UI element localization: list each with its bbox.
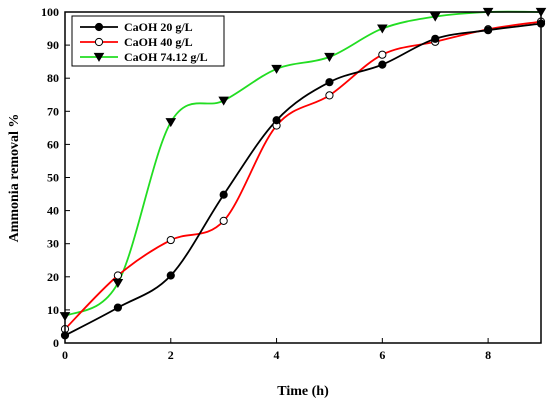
data-point-series-3 [377,24,388,34]
y-tick-label: 60 [47,137,59,151]
series-line-1 [64,22,542,337]
x-tick-label: 6 [379,348,385,362]
y-tick-label: 50 [47,171,59,185]
series-line-2 [64,20,542,330]
data-point-series-1 [431,34,440,43]
data-point-series-2 [325,91,334,100]
data-point-series-1 [272,116,281,125]
data-point-series-1 [378,60,387,69]
x-axis-ticks: 0 2 4 6 8 [62,338,491,362]
x-tick-label: 0 [62,348,68,362]
y-tick-label: 80 [47,71,59,85]
x-axis-title: Time (h) [277,384,329,399]
data-point-series-2 [113,271,122,280]
legend-marker-2 [94,37,104,47]
data-point-series-2 [219,216,228,225]
y-tick-label: 40 [47,204,59,218]
data-point-series-3 [429,12,441,22]
legend-label-3: CaOH 74.12 g/L [124,50,208,64]
data-point-series-3 [271,64,282,74]
data-point-series-2 [166,235,175,245]
y-tick-label: 0 [53,336,59,350]
y-axis-title: Ammonia removal % [7,114,22,243]
legend-marker-3 [93,52,105,62]
data-point-series-3 [112,279,124,289]
data-point-series-2 [378,50,387,59]
y-tick-label: 10 [47,303,59,317]
data-point-series-3 [324,52,335,62]
legend-label-2: CaOH 40 g/L [124,35,193,49]
y-tick-label: 20 [47,270,59,284]
x-tick-label: 2 [168,348,174,362]
legend-marker-1 [94,22,104,32]
x-tick-label: 4 [274,348,280,362]
data-point-series-3 [165,118,177,128]
data-point-series-1 [219,190,228,199]
legend-label-1: CaOH 20 g/L [124,20,193,34]
y-tick-label: 70 [47,104,59,118]
y-tick-label: 30 [47,237,59,251]
data-point-series-3 [218,96,229,106]
x-tick-label: 8 [485,348,491,362]
y-axis-ticks: 0 10 20 30 40 50 60 70 80 90 100 [41,5,70,350]
data-point-series-1 [484,26,493,35]
data-point-series-1 [325,78,334,87]
data-point-series-1 [166,271,175,280]
y-tick-label: 100 [41,5,59,19]
y-tick-label: 90 [47,38,59,52]
data-point-series-1 [113,303,122,312]
